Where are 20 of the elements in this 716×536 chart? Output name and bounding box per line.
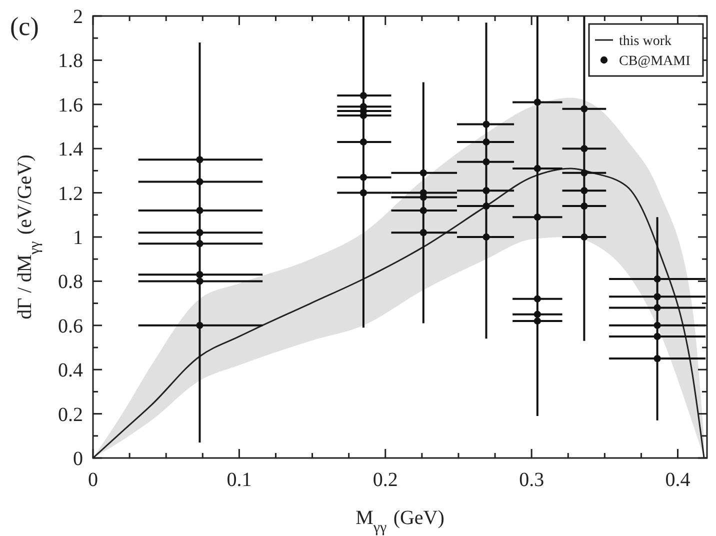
y-tick-label: 0.6 — [58, 315, 83, 338]
y-tick-label: 1.4 — [58, 138, 83, 161]
legend-label: this work — [619, 34, 672, 49]
y-tick-label: 1.8 — [58, 50, 83, 72]
x-tick-label: 0.4 — [665, 469, 690, 491]
y-tick-label: 1 — [73, 227, 83, 249]
y-tick-label: 1.2 — [58, 182, 83, 205]
y-tick-label: 0.4 — [58, 360, 83, 382]
x-tick-label: 0.3 — [519, 469, 544, 491]
y-tick-label: 0 — [73, 448, 83, 470]
y-tick-label: 1.6 — [58, 94, 83, 116]
y-tick-label: 0.8 — [58, 271, 83, 294]
x-tick-label: 0.2 — [372, 469, 398, 491]
x-axis-title: M$_{γγ}$ (GeV) — [356, 507, 444, 536]
x-tick-label: 0.1 — [226, 469, 252, 491]
y-tick-label: 0.2 — [58, 404, 83, 426]
legend-label: CB@MAMI — [619, 54, 691, 69]
text: (c) — [10, 12, 39, 41]
y-tick-label: 2 — [73, 6, 83, 28]
x-tick-label: 0 — [88, 469, 98, 491]
